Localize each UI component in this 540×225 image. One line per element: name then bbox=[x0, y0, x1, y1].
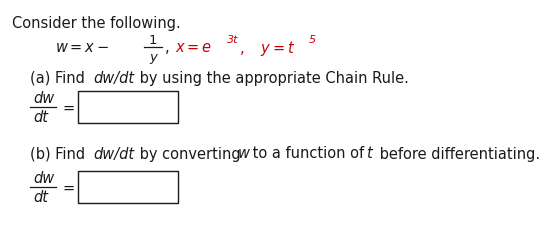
Bar bbox=[78, 92, 178, 124]
Text: dt: dt bbox=[33, 110, 48, 125]
Text: y: y bbox=[149, 50, 157, 63]
Text: w: w bbox=[238, 146, 250, 161]
Text: $x = e$: $x = e$ bbox=[175, 40, 212, 55]
Text: t: t bbox=[366, 146, 372, 161]
Text: 1: 1 bbox=[148, 33, 157, 46]
Text: dw/dt: dw/dt bbox=[93, 146, 134, 161]
Text: $,\quad y = t$: $,\quad y = t$ bbox=[239, 38, 295, 57]
Text: (b) Find: (b) Find bbox=[30, 146, 90, 161]
Text: dt: dt bbox=[33, 190, 48, 205]
Text: dw: dw bbox=[33, 91, 54, 106]
Text: ,: , bbox=[165, 40, 170, 55]
Text: $w = x - $: $w = x - $ bbox=[55, 40, 109, 55]
Bar bbox=[78, 171, 178, 203]
Text: 3t: 3t bbox=[227, 35, 239, 45]
Text: by using the appropriate Chain Rule.: by using the appropriate Chain Rule. bbox=[135, 70, 409, 85]
Text: =: = bbox=[63, 180, 75, 195]
Text: 5: 5 bbox=[309, 35, 316, 45]
Text: (a) Find: (a) Find bbox=[30, 70, 90, 85]
Text: to a function of: to a function of bbox=[248, 146, 369, 161]
Text: =: = bbox=[63, 100, 75, 115]
Text: dw: dw bbox=[33, 171, 54, 186]
Text: Consider the following.: Consider the following. bbox=[12, 16, 181, 31]
Text: by converting: by converting bbox=[135, 146, 245, 161]
Text: dw/dt: dw/dt bbox=[93, 70, 134, 85]
Text: before differentiating.: before differentiating. bbox=[375, 146, 540, 161]
